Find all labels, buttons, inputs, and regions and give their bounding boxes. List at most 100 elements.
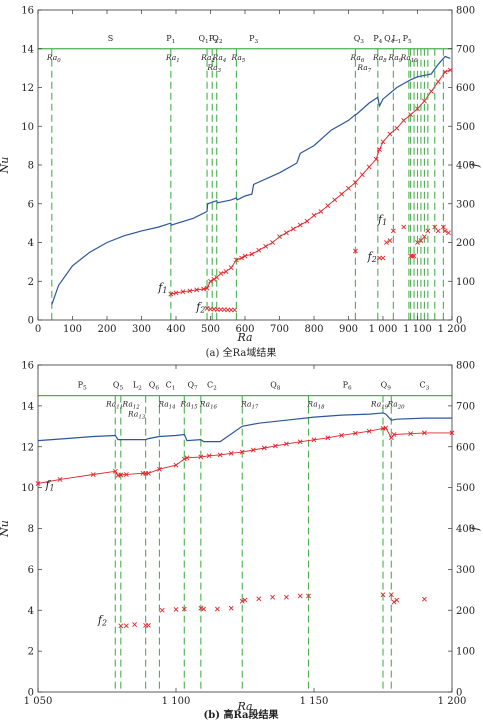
series-f1-marker [249,251,255,257]
series-f1-marker [35,481,41,486]
series-f1-marker [339,191,345,197]
series-f1-marker [283,441,289,447]
ra-boundary-label: Ra5 [231,53,246,64]
series-f1-marker [217,452,223,458]
series-f1-marker [449,430,455,436]
ra-boundary-label: Ra12 [122,400,141,411]
x-tick-label: 900 [339,324,358,335]
series-f1-marker [168,291,174,297]
plot-frame [37,364,453,693]
y-left-tick-label: 10 [21,483,34,494]
series-f1-marker [123,472,129,477]
series-f2-marker [218,307,224,312]
series-f2-marker [408,253,414,259]
regime-label: Q8 [270,381,281,392]
y-left-tick-label: 10 [21,122,34,133]
series-f1-marker [391,432,397,437]
series-f1-marker [297,222,303,228]
series-f1-marker [346,185,351,191]
ra-boundary-label: Ra11 [105,400,123,411]
series-f1-marker [272,443,278,449]
ra-boundary-label: Ra14 [157,400,176,411]
series-f1-marker [173,462,179,468]
series-f1-marker [380,139,386,145]
chart-caption: (a) 全Ra域结果 [206,346,277,359]
y-right-tick-label: 800 [456,6,475,17]
series-f1-marker [145,470,151,476]
y-right-tick-label: 200 [456,238,475,249]
regime-label: Q6 [149,381,160,392]
regime-label: C1 [166,381,176,392]
regime-label: Q1 [198,34,208,45]
series-f2-marker [390,228,396,234]
series-f2-marker [306,593,311,599]
series-f1-marker [428,88,434,94]
series-f2-marker [418,238,424,243]
series-f1-marker [239,255,244,261]
y-right-tick-label: 100 [456,277,475,288]
ra-boundary-label: Ra19 [370,400,389,411]
y-left-tick-label: 2 [28,277,34,288]
series-annotation: f1 [44,478,54,492]
y-left-axis-label: Nu [0,520,11,538]
series-f2-marker [388,592,394,598]
series-f1-marker [277,234,282,240]
x-tick-label: 200 [97,324,116,335]
x-tick-label: 1 200 [438,696,467,707]
series-f1-marker [194,287,200,293]
series-f2-marker [297,593,303,599]
series-f2-marker [421,234,427,240]
x-tick-label: 1 150 [300,696,329,707]
series-f2-marker [384,240,389,245]
series-f2-marker [242,597,248,603]
series-f2-marker [270,594,276,600]
series-f2-marker [380,592,386,598]
x-tick-label: 700 [270,324,289,335]
series-f2-marker [214,307,220,312]
ra-boundary-label: Ra7 [356,63,371,74]
series-f2-marker [421,596,427,602]
series-f1-marker [223,269,229,274]
series-f2-marker [442,228,448,234]
panel-a: 0 100 200 300 400 500 600 700 800 900 1 000 1 100 1 … [0,6,481,360]
y-right-tick-label: 400 [456,524,475,535]
series-f2-marker [225,307,231,313]
ra-boundary-label: Ra20 [386,400,405,411]
series-f2-marker [173,607,179,612]
regime-label: P1 [166,34,175,45]
ra-boundary-label: Ra16 [199,400,218,411]
series-f1-marker [408,431,414,437]
y-right-tick-label: 100 [456,647,475,658]
y-left-axis-label: Nu [0,157,11,175]
series-f2-marker [256,596,262,602]
y-left-tick-label: 14 [21,44,34,55]
y-right-tick-label: 300 [456,565,475,576]
series-f1-marker [239,449,245,455]
regime-label: L1 [392,34,401,45]
series-f2-marker [394,597,400,603]
x-tick-label: 100 [63,324,82,335]
series-f1-marker [206,453,212,459]
series-f1-marker [261,445,267,451]
series-f1-marker [233,257,239,263]
series-annotation: f2 [97,613,107,627]
ra-boundary-label: Ra10 [400,53,419,64]
regime-label: P5 [78,381,87,392]
series-f1-marker [373,156,379,162]
series-f1-marker [377,147,382,152]
regime-label: Q5 [113,381,124,392]
series-f1-marker [394,125,400,131]
series-f1-marker [325,203,331,209]
ra-boundary-label: Ra6 [350,53,365,64]
y-left-tick-label: 4 [28,606,34,617]
series-f1-marker [118,472,124,478]
series-annotation: f1 [157,281,167,295]
series-f1-marker [352,430,358,436]
series-f2-marker [415,240,420,245]
y-left-tick-label: 8 [28,161,34,172]
series-f1-marker [57,477,63,482]
ra-boundary-label: Ra1 [165,53,180,64]
series-f2-marker [435,228,441,234]
regime-label: C2 [207,381,217,392]
